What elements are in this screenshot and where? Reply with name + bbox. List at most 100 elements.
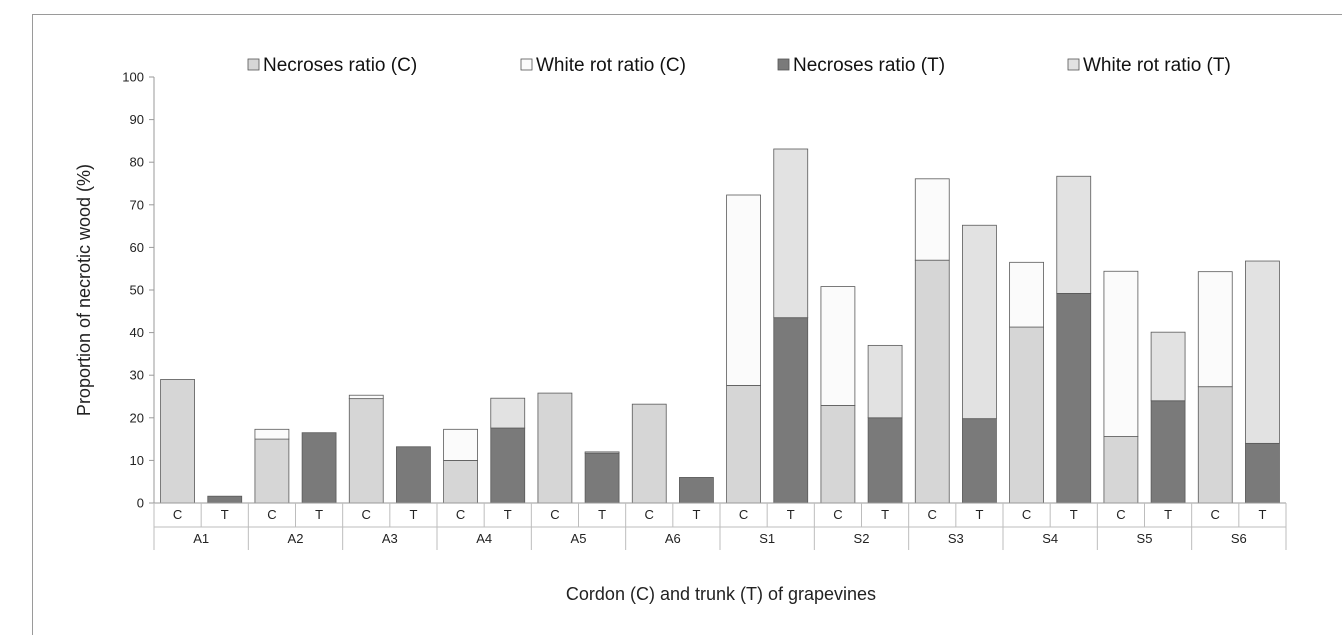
x-sub-label: C: [645, 507, 654, 522]
y-tick-label: 90: [130, 112, 144, 127]
bar-s1-c-necroses: [726, 385, 761, 504]
legend-label: White rot ratio (C): [536, 55, 686, 76]
x-sub-label: C: [739, 507, 748, 522]
x-sub-label: T: [598, 507, 606, 522]
bar-a6-c-necroses: [631, 403, 667, 504]
bar-s2-t-necroses: [867, 417, 903, 504]
bar-s4-c-white-rot: [1009, 261, 1044, 328]
bar-a2-c-white-rot: [254, 428, 290, 440]
x-group-label: S4: [1042, 531, 1058, 546]
y-tick-label: 0: [137, 496, 144, 511]
bar-s3-c-white-rot: [914, 178, 950, 261]
bar-s6-t-necroses: [1245, 442, 1280, 504]
y-axis-title: Proportion of necrotic wood (%): [74, 164, 94, 416]
bar-a3-c-necroses: [348, 398, 384, 504]
x-sub-label: C: [1022, 507, 1031, 522]
bar-a2-c-necroses: [254, 438, 290, 504]
x-group-label: S3: [948, 531, 964, 546]
legend: Necroses ratio (C) White rot ratio (C) Nec…: [247, 55, 1231, 76]
x-sub-label: C: [362, 507, 371, 522]
bar-s3-t-white-rot: [962, 224, 997, 420]
bar-s4-c-necroses: [1009, 326, 1044, 504]
stacked-bar-chart: Necroses ratio (C) White rot ratio (C) Nec…: [74, 55, 1287, 604]
bar-a4-c-necroses: [443, 459, 478, 504]
x-sub-label: T: [975, 507, 983, 522]
bar-s4-t-necroses: [1056, 293, 1092, 504]
x-group-label: A3: [382, 531, 398, 546]
x-axis: C T A1 C T A2 C T A3 C T A4 C T A5 C T A6 C T S1 C T S2 C T S3 C T S4…: [153, 502, 1287, 550]
x-sub-label: T: [692, 507, 700, 522]
x-sub-label: C: [833, 507, 842, 522]
x-group-label: A2: [288, 531, 304, 546]
bar-s6-c-necroses: [1197, 386, 1233, 504]
legend-swatch: [777, 58, 790, 71]
legend-swatch: [1067, 58, 1080, 71]
x-sub-label: T: [1164, 507, 1172, 522]
y-tick-label: 10: [130, 453, 144, 468]
bar-s2-c-white-rot: [820, 286, 856, 406]
bar-a5-t-necroses: [584, 452, 620, 504]
bar-s6-t-white-rot: [1245, 260, 1280, 444]
bar-s4-t-white-rot: [1056, 175, 1092, 294]
bar-a5-t-white-rot: [584, 451, 620, 454]
x-sub-label: C: [173, 507, 182, 522]
x-sub-label: T: [881, 507, 889, 522]
x-sub-label: T: [1070, 507, 1078, 522]
y-tick-label: 70: [130, 197, 144, 212]
y-tick-label: 40: [130, 325, 144, 340]
bar-s2-c-necroses: [820, 405, 856, 504]
y-tick-label: 60: [130, 240, 144, 255]
bar-s5-t-necroses: [1150, 400, 1186, 504]
bar-s3-t-necroses: [962, 418, 997, 504]
bar-a4-t-white-rot: [490, 397, 526, 429]
bar-s1-c-white-rot: [726, 194, 761, 386]
bar-a2-t-necroses: [301, 432, 337, 504]
x-sub-label: T: [1258, 507, 1266, 522]
x-sub-label: C: [928, 507, 937, 522]
bar-a5-c-necroses: [537, 392, 573, 504]
bar-s6-c-white-rot: [1197, 271, 1233, 388]
x-sub-label: T: [787, 507, 795, 522]
bar-s3-c-necroses: [914, 259, 950, 504]
x-group-label: S1: [759, 531, 775, 546]
bar-s5-t-white-rot: [1150, 331, 1186, 402]
x-sub-label: C: [456, 507, 465, 522]
y-tick-label: 20: [130, 410, 144, 425]
x-sub-label: C: [550, 507, 559, 522]
x-sub-label: C: [267, 507, 276, 522]
legend-label: White rot ratio (T): [1083, 55, 1231, 76]
x-group-label: A6: [665, 531, 681, 546]
bar-a3-t-necroses: [396, 446, 431, 504]
x-sub-label: T: [409, 507, 417, 522]
bar-a1-c-necroses: [160, 379, 195, 504]
x-sub-label: T: [221, 507, 229, 522]
x-axis-title: Cordon (C) and trunk (T) of grapevines: [566, 584, 876, 604]
bar-a1-t-necroses: [207, 495, 243, 504]
bar-s5-c-white-rot: [1103, 270, 1139, 437]
y-tick-label: 50: [130, 283, 144, 298]
bar-s1-t-white-rot: [773, 148, 809, 319]
bar-a6-t-necroses: [679, 477, 714, 504]
x-group-label: A1: [193, 531, 209, 546]
x-group-label: A4: [476, 531, 492, 546]
x-sub-label: C: [1211, 507, 1220, 522]
y-axis: 0 10 20 30 40 50 60 70 80 90 100: [122, 70, 155, 511]
x-sub-label: C: [1116, 507, 1125, 522]
bar-s5-c-necroses: [1103, 436, 1139, 504]
y-tick-label: 100: [122, 70, 144, 85]
bar-s2-t-white-rot: [867, 344, 903, 419]
x-group-label: S5: [1137, 531, 1153, 546]
y-tick-label: 30: [130, 368, 144, 383]
bar-s1-t-necroses: [773, 317, 809, 504]
x-sub-label: T: [504, 507, 512, 522]
legend-label: Necroses ratio (T): [793, 55, 945, 76]
bars: [160, 148, 1280, 504]
x-group-label: S2: [854, 531, 870, 546]
x-group-label: S6: [1231, 531, 1247, 546]
chart-frame: Necroses ratio (C) White rot ratio (C) Nec…: [32, 14, 1342, 635]
y-tick-label: 80: [130, 155, 144, 170]
bar-a4-t-necroses: [490, 427, 526, 504]
legend-swatch: [520, 58, 533, 71]
x-sub-label: T: [315, 507, 323, 522]
bar-a3-c-white-rot: [348, 394, 384, 400]
